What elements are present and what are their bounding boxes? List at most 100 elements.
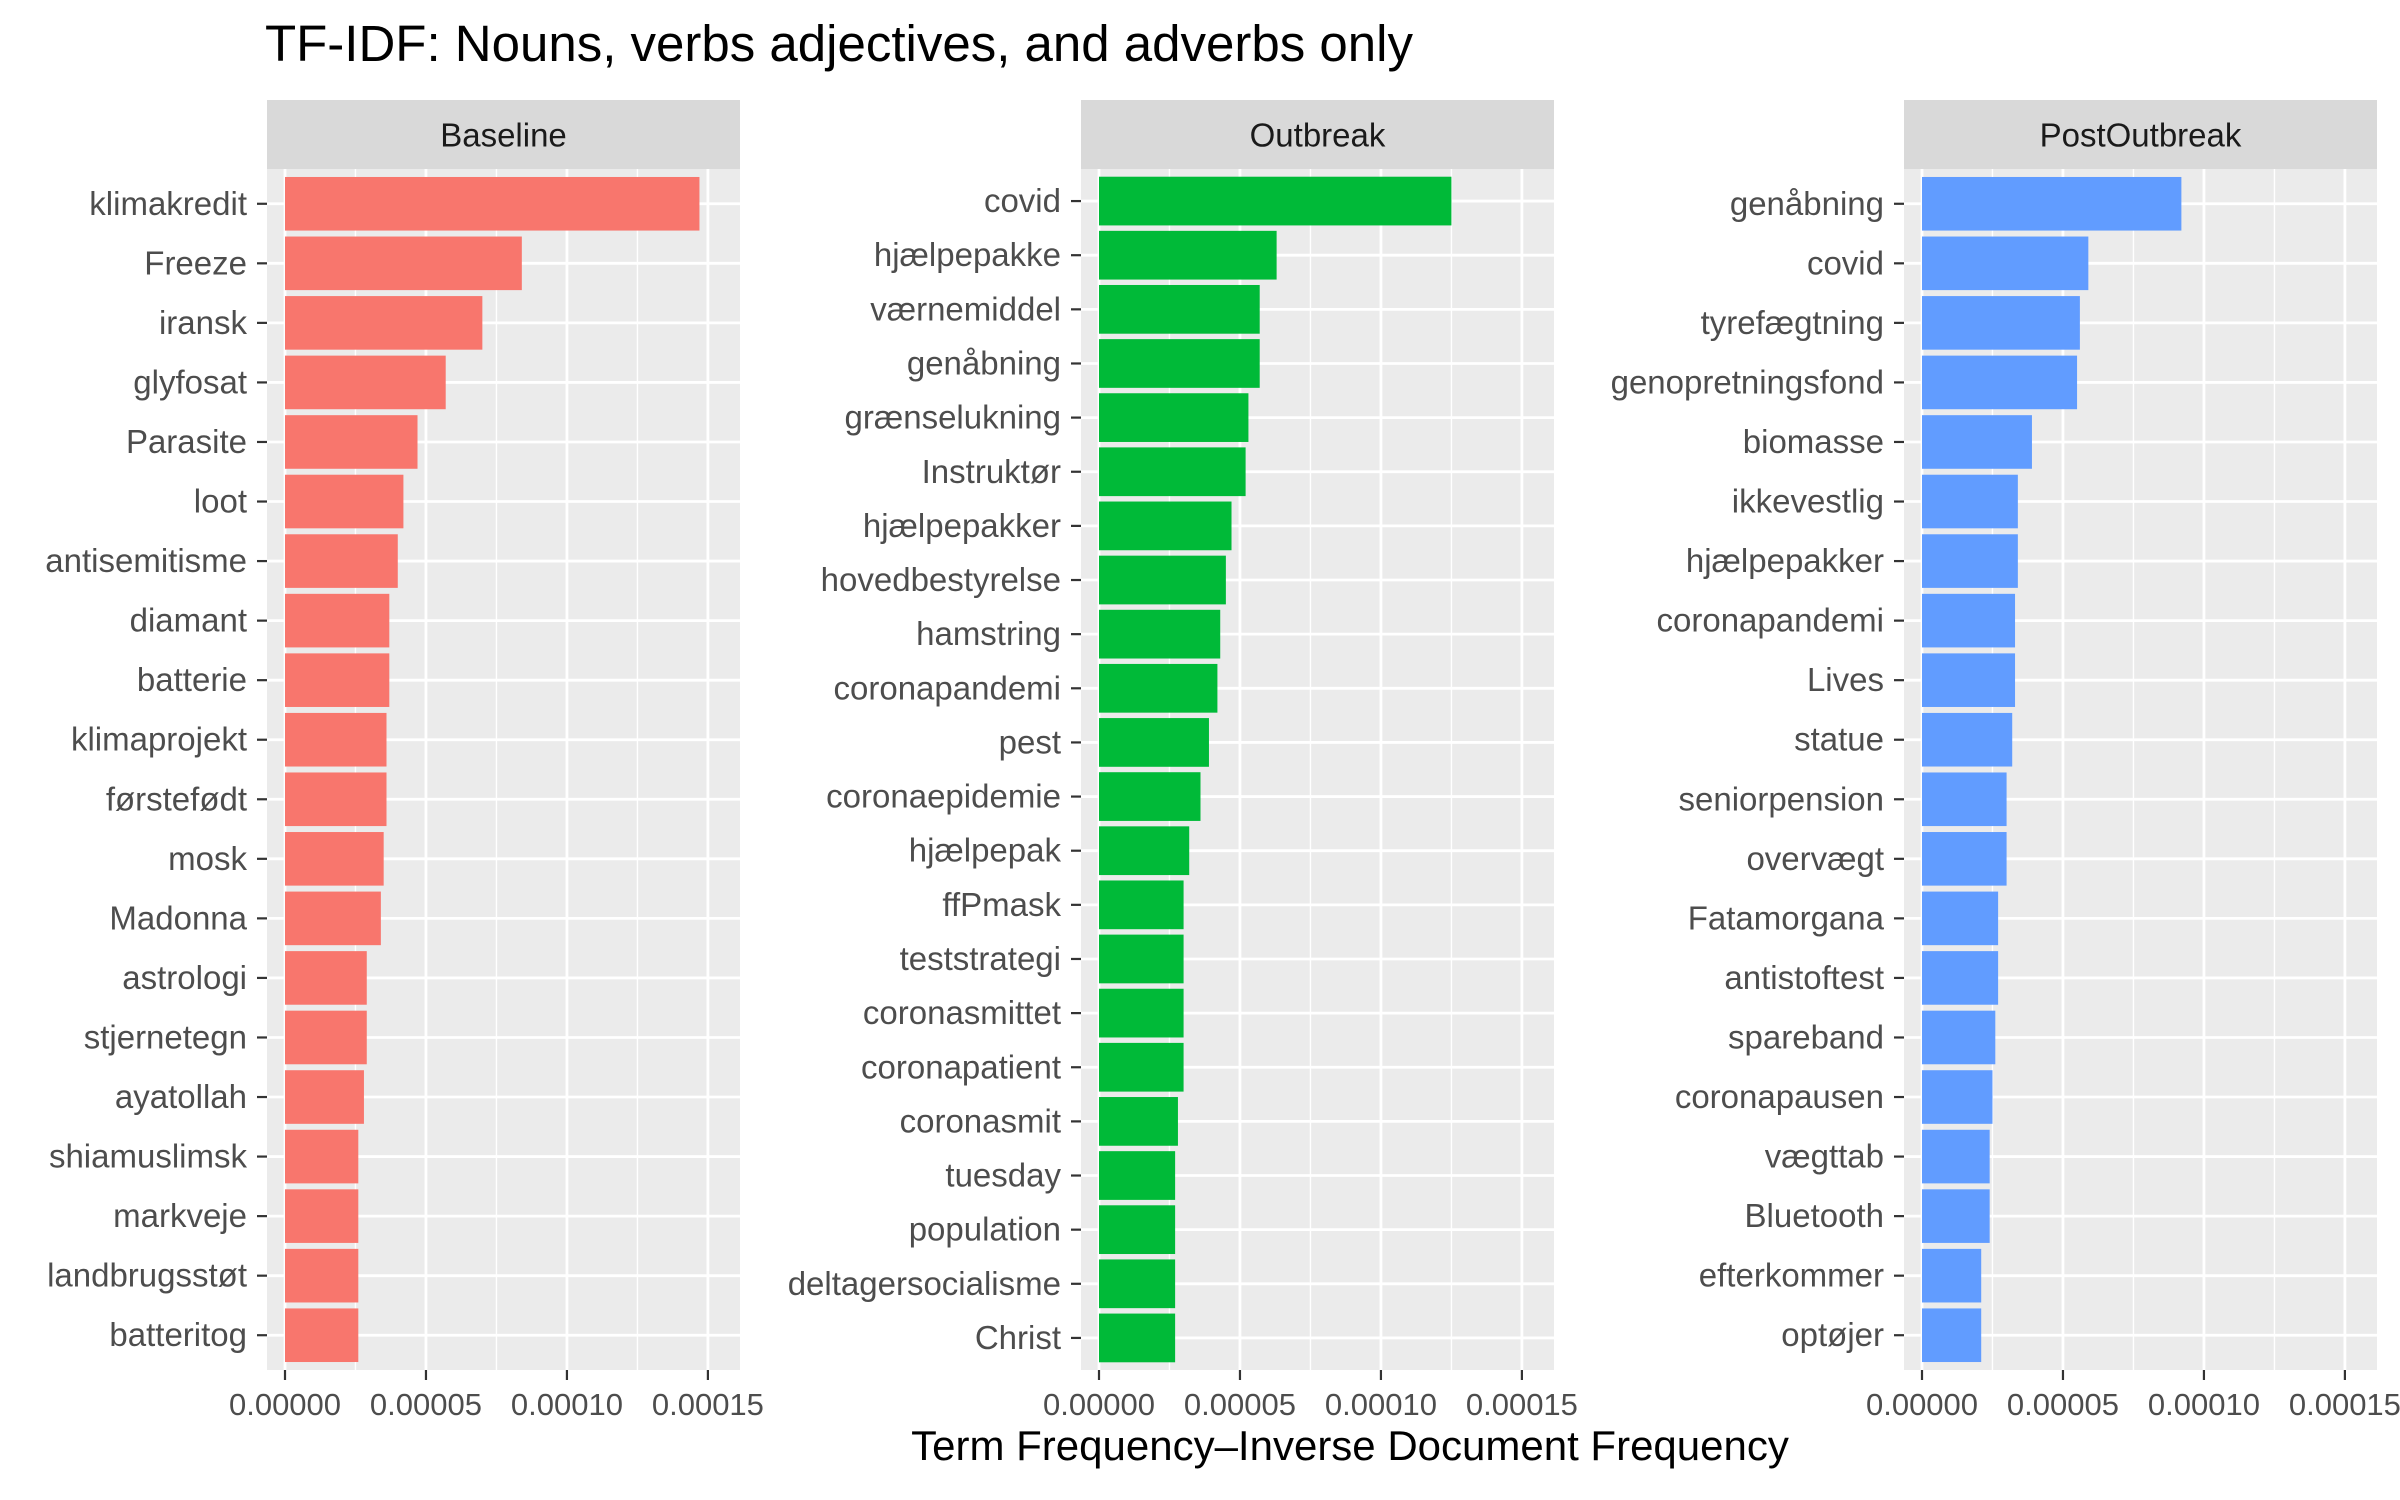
y-tick-label: astrologi — [122, 959, 247, 996]
y-tick-label: landbrugsstøt — [47, 1257, 247, 1294]
bar-outbreak — [1099, 447, 1246, 497]
y-tick-label: grænselukning — [845, 399, 1061, 436]
y-tick-label: ffPmask — [942, 886, 1061, 923]
bar-outbreak — [1099, 339, 1260, 388]
bar-baseline — [285, 296, 483, 350]
y-tick-label: shiamuslimsk — [49, 1138, 248, 1175]
x-tick-label: 0.00005 — [2007, 1387, 2119, 1422]
y-tick-label: genåbning — [1730, 185, 1884, 222]
y-tick-label: iransk — [159, 304, 248, 341]
y-tick-label: spareband — [1728, 1018, 1884, 1055]
bar-baseline — [285, 415, 418, 469]
y-tick-label: coronapatient — [861, 1048, 1061, 1085]
bar-postoutbreak — [1922, 891, 1999, 946]
x-tick-label: 0.00005 — [370, 1387, 482, 1422]
y-tick-label: efterkommer — [1699, 1257, 1884, 1294]
y-tick-label: klimakredit — [89, 185, 247, 222]
facet-baseline: Baseline klimakredit Freeze iransk glyfosat P… — [45, 100, 764, 1422]
y-tick-label: statue — [1794, 721, 1884, 758]
facet-postoutbreak: PostOutbreak genåbning covid tyrefægtning ge… — [1611, 100, 2400, 1422]
y-tick-label: Fatamorgana — [1688, 899, 1885, 936]
y-tick-label: covid — [984, 182, 1061, 219]
bar-outbreak — [1099, 880, 1184, 930]
y-tick-label: hamstring — [916, 615, 1061, 652]
y-tick-label: ikkevestlig — [1732, 483, 1884, 520]
y-tick-label: Parasite — [126, 423, 247, 460]
y-tick-label: vægttab — [1765, 1138, 1884, 1175]
y-tick-label: pest — [999, 723, 1061, 760]
y-tick-label: seniorpension — [1679, 780, 1884, 817]
bar-outbreak — [1099, 663, 1218, 713]
bar-baseline — [285, 891, 381, 946]
y-tick-label: markveje — [113, 1197, 247, 1234]
bar-baseline — [285, 176, 700, 231]
y-tick-label: optøjer — [1781, 1316, 1884, 1353]
bar-outbreak — [1099, 1259, 1176, 1309]
bar-postoutbreak — [1922, 653, 2016, 707]
y-tick-label: antisemitisme — [45, 542, 247, 579]
x-tick-label: 0.00000 — [1043, 1387, 1155, 1422]
facet-strip-label: Outbreak — [1250, 117, 1386, 154]
y-tick-label: Madonna — [109, 899, 247, 936]
x-tick-label: 0.00015 — [1466, 1387, 1578, 1422]
bar-outbreak — [1099, 988, 1184, 1038]
facet-strip — [267, 100, 740, 169]
y-tick-label: hjælpepakker — [863, 507, 1061, 544]
bar-outbreak — [1099, 1097, 1178, 1146]
bar-baseline — [285, 1248, 359, 1303]
bar-outbreak — [1099, 1313, 1176, 1363]
bar-baseline — [285, 712, 387, 767]
bar-outbreak — [1099, 718, 1209, 767]
facet-strip — [1081, 100, 1554, 169]
y-tick-label: mosk — [168, 840, 247, 877]
bar-baseline — [285, 1129, 359, 1184]
bar-outbreak — [1099, 934, 1184, 984]
x-tick-label: 0.00000 — [229, 1387, 341, 1422]
bar-baseline — [285, 1070, 364, 1124]
y-tick-label: diamant — [130, 602, 247, 639]
x-tick-label: 0.00015 — [652, 1387, 764, 1422]
y-tick-label: overvægt — [1746, 840, 1884, 877]
x-axis-title: Term Frequency–Inverse Document Frequenc… — [911, 1422, 1789, 1469]
bar-outbreak — [1099, 1151, 1176, 1200]
bar-postoutbreak — [1922, 474, 2018, 529]
bar-postoutbreak — [1922, 296, 2080, 350]
y-tick-label: batteritog — [109, 1316, 247, 1353]
bar-postoutbreak — [1922, 176, 2182, 231]
x-tick-label: 0.00010 — [511, 1387, 623, 1422]
bar-baseline — [285, 653, 390, 707]
bar-outbreak — [1099, 1205, 1176, 1255]
y-tick-label: hjælpepak — [909, 832, 1062, 869]
y-tick-label: coronasmit — [900, 1102, 1061, 1139]
bar-outbreak — [1099, 501, 1232, 551]
y-tick-label: coronaepidemie — [826, 778, 1061, 815]
bar-outbreak — [1099, 393, 1249, 442]
y-tick-label: genåbning — [907, 344, 1061, 381]
bar-postoutbreak — [1922, 236, 2089, 291]
bar-outbreak — [1099, 230, 1277, 280]
bar-postoutbreak — [1922, 772, 2007, 827]
y-tick-label: glyfosat — [133, 363, 247, 400]
x-tick-label: 0.00000 — [1866, 1387, 1978, 1422]
bar-baseline — [285, 534, 398, 588]
bar-baseline — [285, 1010, 367, 1065]
bar-postoutbreak — [1922, 832, 2007, 886]
bar-postoutbreak — [1922, 355, 2078, 410]
bar-outbreak — [1099, 826, 1190, 876]
bar-postoutbreak — [1922, 1308, 1982, 1363]
y-tick-label: Instruktør — [922, 453, 1061, 490]
bar-postoutbreak — [1922, 593, 2016, 648]
bar-postoutbreak — [1922, 951, 1999, 1005]
y-tick-label: biomasse — [1743, 423, 1884, 460]
x-tick-label: 0.00010 — [1325, 1387, 1437, 1422]
bar-outbreak — [1099, 555, 1226, 605]
y-tick-label: Freeze — [144, 244, 247, 281]
y-tick-label: ayatollah — [115, 1078, 247, 1115]
facet-strip — [1904, 100, 2377, 169]
bar-postoutbreak — [1922, 534, 2018, 588]
facet-strip-label: Baseline — [440, 117, 567, 154]
y-tick-label: coronasmittet — [863, 994, 1061, 1031]
bar-postoutbreak — [1922, 1129, 1990, 1184]
y-tick-label: teststrategi — [900, 940, 1061, 977]
